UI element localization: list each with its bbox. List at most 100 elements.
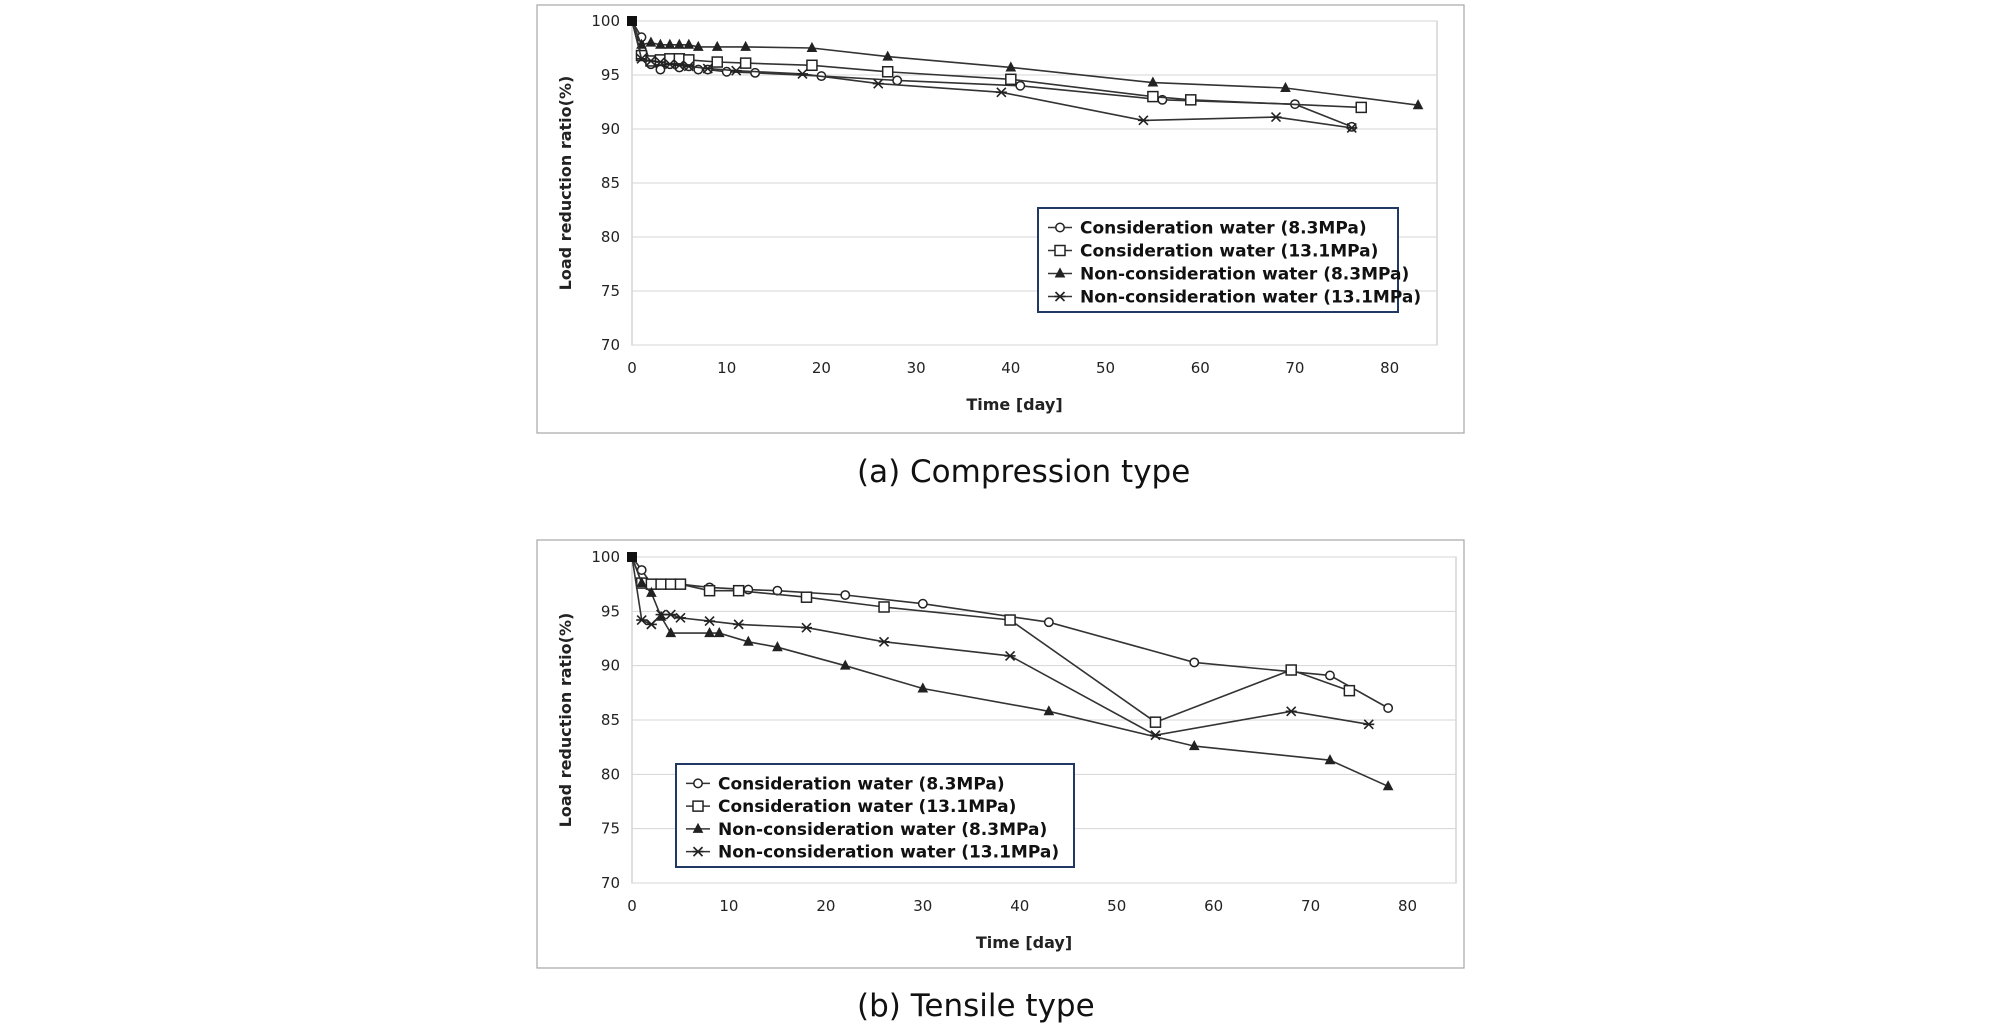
data-point xyxy=(703,584,716,597)
data-point xyxy=(1343,684,1356,697)
data-point xyxy=(664,38,676,49)
x-tick-label: 50 xyxy=(1096,359,1115,377)
data-point xyxy=(742,635,754,646)
x-tick-label: 60 xyxy=(1191,359,1210,377)
data-point xyxy=(750,67,761,78)
series-square xyxy=(627,552,1356,728)
data-point xyxy=(1147,76,1159,87)
data-point xyxy=(692,40,704,51)
data-point xyxy=(839,659,851,670)
legend-marker xyxy=(692,800,704,812)
data-point xyxy=(721,66,732,77)
data-point xyxy=(636,614,648,626)
x-tick-label: 80 xyxy=(1398,897,1417,915)
data-point xyxy=(995,87,1007,98)
data-point xyxy=(739,57,752,69)
data-point xyxy=(704,616,716,627)
data-point xyxy=(878,601,890,613)
x-tick-label: 20 xyxy=(812,359,831,377)
x-tick-label: 40 xyxy=(1010,897,1029,915)
data-point xyxy=(1346,122,1358,133)
data-point xyxy=(1004,614,1016,626)
data-point xyxy=(878,636,890,647)
data-point xyxy=(655,609,667,620)
data-point xyxy=(646,586,657,597)
legend: Consideration water (8.3MPa) Consideratio… xyxy=(675,763,1075,868)
data-point xyxy=(882,50,894,61)
legend-label: Consideration water (8.3MPa) xyxy=(718,774,1005,794)
data-point xyxy=(917,682,929,693)
legend-label: Consideration water (13.1MPa) xyxy=(718,797,1016,817)
data-point xyxy=(892,75,903,86)
data-point xyxy=(1363,719,1375,730)
data-point xyxy=(1004,650,1016,661)
chart-compression: 70 75 80 85 90 95 100 0 10 20 30 40 50 60 70 80 Time [da… xyxy=(536,4,1465,490)
x-tick-label: 0 xyxy=(627,359,637,377)
y-tick-label: 95 xyxy=(601,602,620,620)
legend-label: Non-consideration water (8.3MPa) xyxy=(718,820,1047,840)
data-point xyxy=(1147,90,1159,103)
data-point xyxy=(730,65,742,76)
data-point xyxy=(740,40,751,51)
x-tick-label: 20 xyxy=(816,897,835,915)
legend-marker xyxy=(692,822,704,833)
series-x xyxy=(627,16,1358,133)
data-point xyxy=(1383,703,1394,713)
data-point xyxy=(665,578,677,590)
data-point xyxy=(645,619,657,630)
y-tick-label: 100 xyxy=(591,12,620,30)
x-tick-label: 30 xyxy=(907,359,926,377)
y-tick-label: 70 xyxy=(601,336,620,354)
x-tick-label: 70 xyxy=(1301,897,1320,915)
y-axis-label: Load reduction ratio(%) xyxy=(556,76,575,291)
data-point xyxy=(635,53,647,64)
y-tick-label: 75 xyxy=(601,820,620,838)
data-point xyxy=(796,68,808,79)
data-point xyxy=(881,66,894,78)
legend-item: Non-consideration water (13.1MPa) xyxy=(686,843,1059,863)
data-point xyxy=(1005,61,1017,72)
x-tick-label: 40 xyxy=(1001,359,1020,377)
start-marker xyxy=(627,552,637,562)
legend-label: Non-consideration water (13.1MPa) xyxy=(1080,288,1421,308)
legend: Consideration water (8.3MPa) Consideratio… xyxy=(1037,207,1421,313)
data-point xyxy=(1270,112,1282,123)
data-point xyxy=(1137,115,1149,126)
y-tick-label: 80 xyxy=(601,765,620,783)
y-tick-label: 90 xyxy=(601,120,620,138)
data-point xyxy=(1412,99,1424,110)
figure-caption: (b) Tensile type xyxy=(857,988,1095,1024)
legend-label: Consideration water (8.3MPa) xyxy=(1080,219,1367,239)
y-tick-label: 75 xyxy=(601,282,620,300)
data-point xyxy=(702,63,714,74)
data-point xyxy=(872,78,884,89)
data-point xyxy=(1043,617,1054,628)
data-point xyxy=(711,40,723,51)
data-point xyxy=(733,619,745,630)
data-point xyxy=(800,622,812,633)
data-point xyxy=(1149,716,1162,728)
data-point xyxy=(636,38,647,49)
x-tick-label: 30 xyxy=(913,897,932,915)
data-point xyxy=(674,578,687,590)
legend-marker xyxy=(692,846,704,857)
data-point xyxy=(732,584,745,597)
legend-marker xyxy=(1054,291,1066,302)
x-tick-label: 10 xyxy=(717,359,736,377)
y-tick-label: 70 xyxy=(601,874,620,892)
legend-item: Non-consideration water (13.1MPa) xyxy=(1048,288,1421,308)
data-point xyxy=(704,626,715,638)
legend-marker xyxy=(1054,267,1066,278)
data-point xyxy=(1188,740,1200,751)
y-tick-label: 85 xyxy=(601,711,620,729)
y-tick-label: 80 xyxy=(601,228,620,246)
chart-tensile: 70 75 80 85 90 95 100 0 10 20 30 40 50 60 70 80 Time [da… xyxy=(536,539,1465,1024)
data-point xyxy=(1005,73,1017,86)
legend-item: Non-consideration water (8.3MPa) xyxy=(1048,265,1409,285)
data-point xyxy=(654,56,666,68)
data-point xyxy=(683,38,695,49)
data-point xyxy=(655,578,667,590)
series-x xyxy=(627,552,1375,741)
data-point xyxy=(800,591,813,603)
